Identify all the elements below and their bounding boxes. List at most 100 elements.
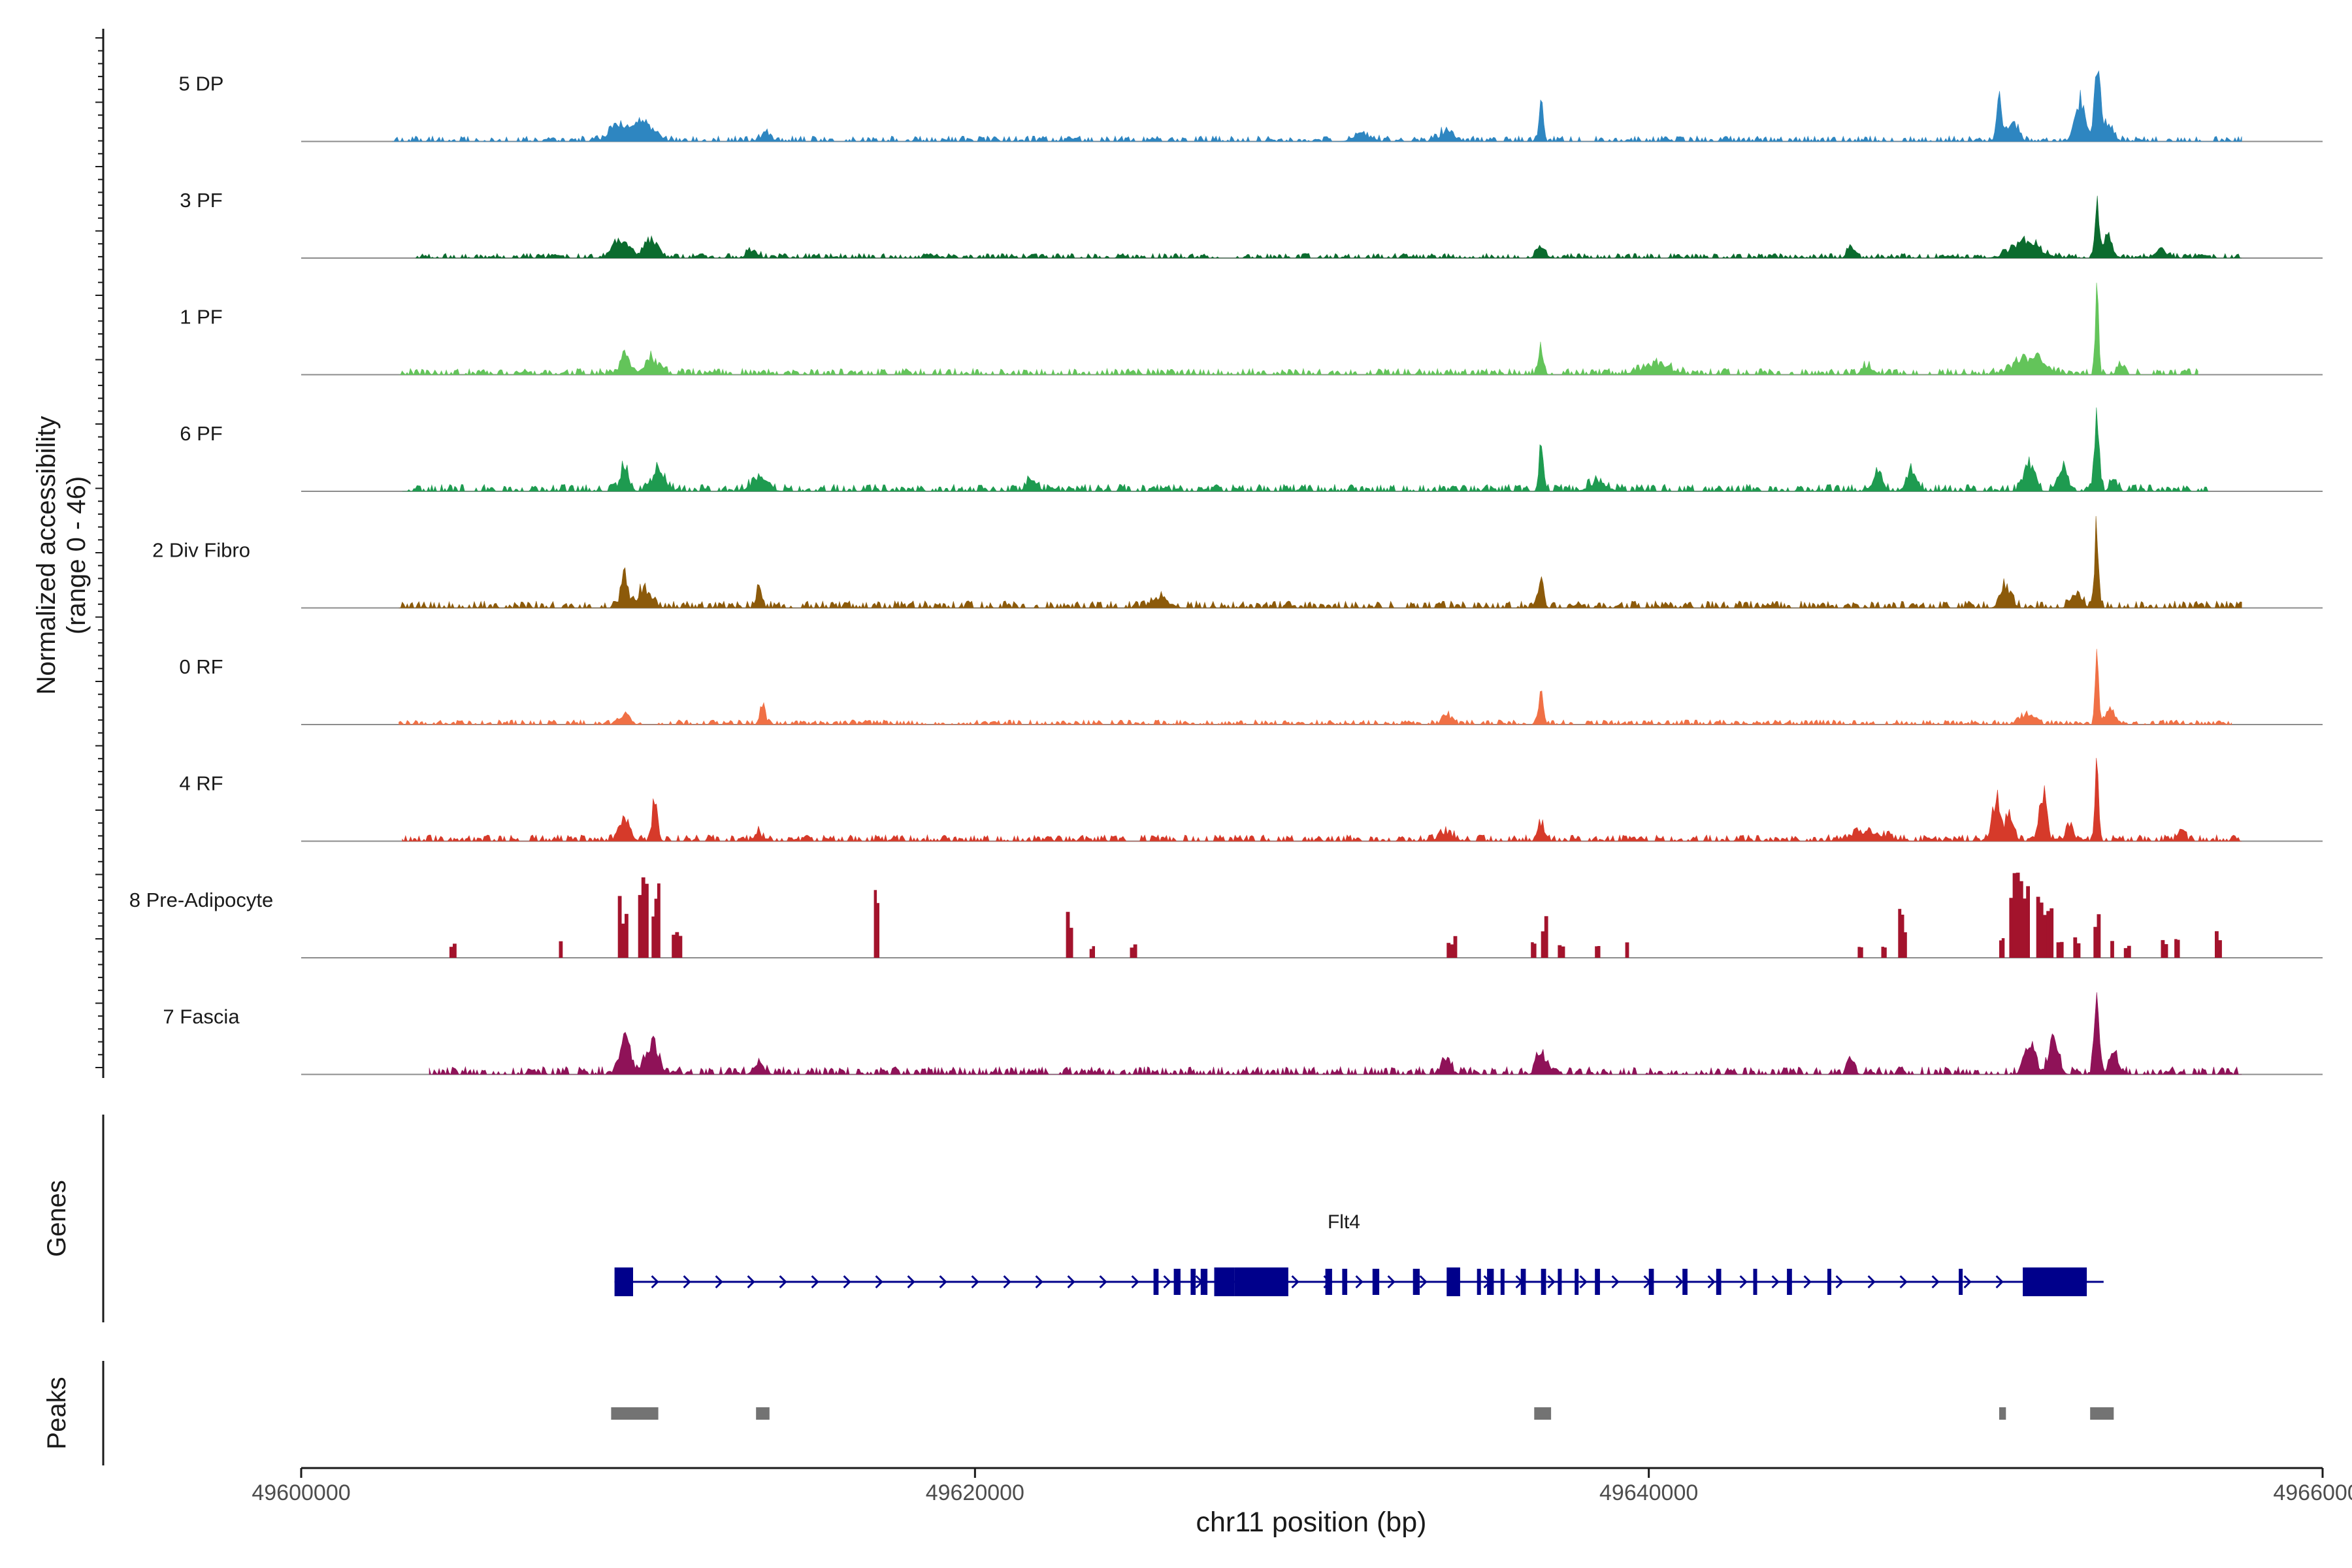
coverage-block bbox=[2001, 938, 2005, 958]
gene-strand-arrow bbox=[1931, 1275, 1940, 1289]
coverage-block bbox=[1450, 944, 1454, 958]
gene-strand-arrow bbox=[1291, 1275, 1299, 1289]
coverage-area bbox=[429, 992, 2242, 1075]
gene-exon bbox=[1214, 1267, 1235, 1296]
gene-exon bbox=[2023, 1267, 2087, 1296]
gene-exon bbox=[1500, 1269, 1505, 1295]
track-0-rf: 0 RF bbox=[179, 649, 2323, 725]
peak-region bbox=[1999, 1407, 2006, 1420]
coverage-block bbox=[2026, 886, 2030, 958]
coverage-area bbox=[402, 407, 2209, 493]
gene-strand-arrow bbox=[1035, 1275, 1043, 1289]
peak-track bbox=[611, 1407, 2114, 1420]
peaks-section-label: Peaks bbox=[42, 1377, 71, 1449]
track-label: 2 Div Fibro bbox=[152, 539, 250, 562]
coverage-block bbox=[2218, 940, 2222, 958]
gene-exon bbox=[1682, 1269, 1688, 1295]
coverage-block bbox=[874, 890, 877, 958]
coverage-block bbox=[1558, 945, 1562, 958]
coverage-area bbox=[399, 649, 2232, 725]
coverage-block bbox=[2177, 939, 2180, 958]
gene-strand-arrow bbox=[1995, 1275, 2004, 1289]
coverage-block bbox=[2123, 948, 2128, 958]
track-8-pre-adipocyte: 8 Pre-Adipocyte bbox=[129, 872, 2323, 958]
gene-strand-arrow bbox=[1067, 1275, 1075, 1289]
coverage-block bbox=[645, 883, 649, 958]
coverage-area bbox=[402, 758, 2242, 842]
gene-strand-arrow bbox=[1131, 1275, 1139, 1289]
gene-strand-arrow bbox=[747, 1275, 755, 1289]
coverage-block bbox=[2036, 896, 2040, 958]
coverage-block bbox=[1597, 946, 1601, 958]
track-label: 7 Fascia bbox=[163, 1005, 240, 1028]
gene-strand-arrow bbox=[939, 1275, 947, 1289]
coverage-block bbox=[2023, 898, 2027, 958]
coverage-block bbox=[1089, 949, 1093, 958]
gene-strand-arrow bbox=[715, 1275, 723, 1289]
track-1-pf: 1 PF bbox=[180, 282, 2323, 376]
coverage-area bbox=[399, 515, 2242, 609]
coverage-block bbox=[1092, 946, 1095, 958]
gene-strand-arrow bbox=[907, 1275, 915, 1289]
track-7-fascia: 7 Fascia bbox=[163, 992, 2323, 1075]
peak-region bbox=[756, 1407, 770, 1420]
gene-exon bbox=[614, 1267, 633, 1296]
coverage-block bbox=[1069, 928, 1073, 958]
coverage-block bbox=[1860, 947, 1863, 958]
coverage-block bbox=[625, 913, 629, 958]
coverage-block bbox=[638, 894, 642, 958]
coverage-block bbox=[2164, 944, 2168, 958]
track-3-pf: 3 PF bbox=[180, 189, 2323, 259]
gene-exon bbox=[1477, 1269, 1481, 1295]
gene-exon bbox=[1520, 1269, 1526, 1295]
gene-strand-arrow bbox=[1003, 1275, 1011, 1289]
coverage-block bbox=[2046, 911, 2050, 958]
coverage-block bbox=[2073, 937, 2078, 958]
gene-strand-arrow bbox=[1771, 1275, 1780, 1289]
coverage-block bbox=[2174, 939, 2178, 958]
gene-exon bbox=[1716, 1269, 1722, 1295]
coverage-block bbox=[1533, 943, 1537, 958]
gene-strand-arrow bbox=[1547, 1275, 1556, 1289]
gene-exon bbox=[1372, 1269, 1380, 1295]
gene-exon bbox=[1827, 1269, 1831, 1295]
coverage-block bbox=[1133, 944, 1137, 958]
gene-exon bbox=[1173, 1269, 1181, 1295]
gene-exon bbox=[1234, 1267, 1288, 1296]
gene-exon bbox=[1487, 1269, 1494, 1295]
gene-exon bbox=[1190, 1269, 1196, 1295]
coverage-block bbox=[1595, 946, 1598, 958]
coverage-block bbox=[675, 932, 679, 958]
y-axis-label-line1: Normalized accessibility bbox=[32, 416, 61, 695]
coverage-block bbox=[2127, 945, 2131, 958]
track-label: 8 Pre-Adipocyte bbox=[129, 889, 274, 911]
coverage-y-ticks bbox=[95, 37, 103, 1068]
track-6-pf: 6 PF bbox=[180, 407, 2323, 493]
coverage-block bbox=[1446, 943, 1451, 958]
gene-strand-arrow bbox=[1707, 1275, 1716, 1289]
gene-track bbox=[614, 1267, 2104, 1296]
coverage-block bbox=[1999, 940, 2002, 958]
y-axis-label-line2: (range 0 - 46) bbox=[62, 476, 91, 634]
peak-region bbox=[611, 1407, 659, 1420]
coverage-block bbox=[621, 923, 625, 958]
coverage-block bbox=[654, 898, 658, 958]
x-tick-label: 49660000 bbox=[2273, 1480, 2352, 1505]
x-tick-label: 49640000 bbox=[1599, 1480, 1698, 1505]
coverage-block bbox=[657, 883, 661, 958]
gene-strand-arrow bbox=[1099, 1275, 1107, 1289]
track-2-div-fibro: 2 Div Fibro bbox=[152, 515, 2323, 609]
peak-region bbox=[2090, 1407, 2114, 1420]
coverage-block bbox=[2039, 902, 2044, 958]
track-label: 4 RF bbox=[179, 772, 223, 795]
gene-exon bbox=[1325, 1269, 1332, 1295]
gene-strand-arrow bbox=[1611, 1275, 1620, 1289]
gene-strand-arrow bbox=[971, 1275, 979, 1289]
track-label: 1 PF bbox=[180, 306, 222, 329]
coverage-block bbox=[453, 943, 457, 958]
track-label: 5 DP bbox=[179, 73, 224, 95]
coverage-block bbox=[1531, 942, 1534, 958]
coverage-block bbox=[449, 947, 453, 958]
track-5-dp: 5 DP bbox=[179, 70, 2323, 142]
